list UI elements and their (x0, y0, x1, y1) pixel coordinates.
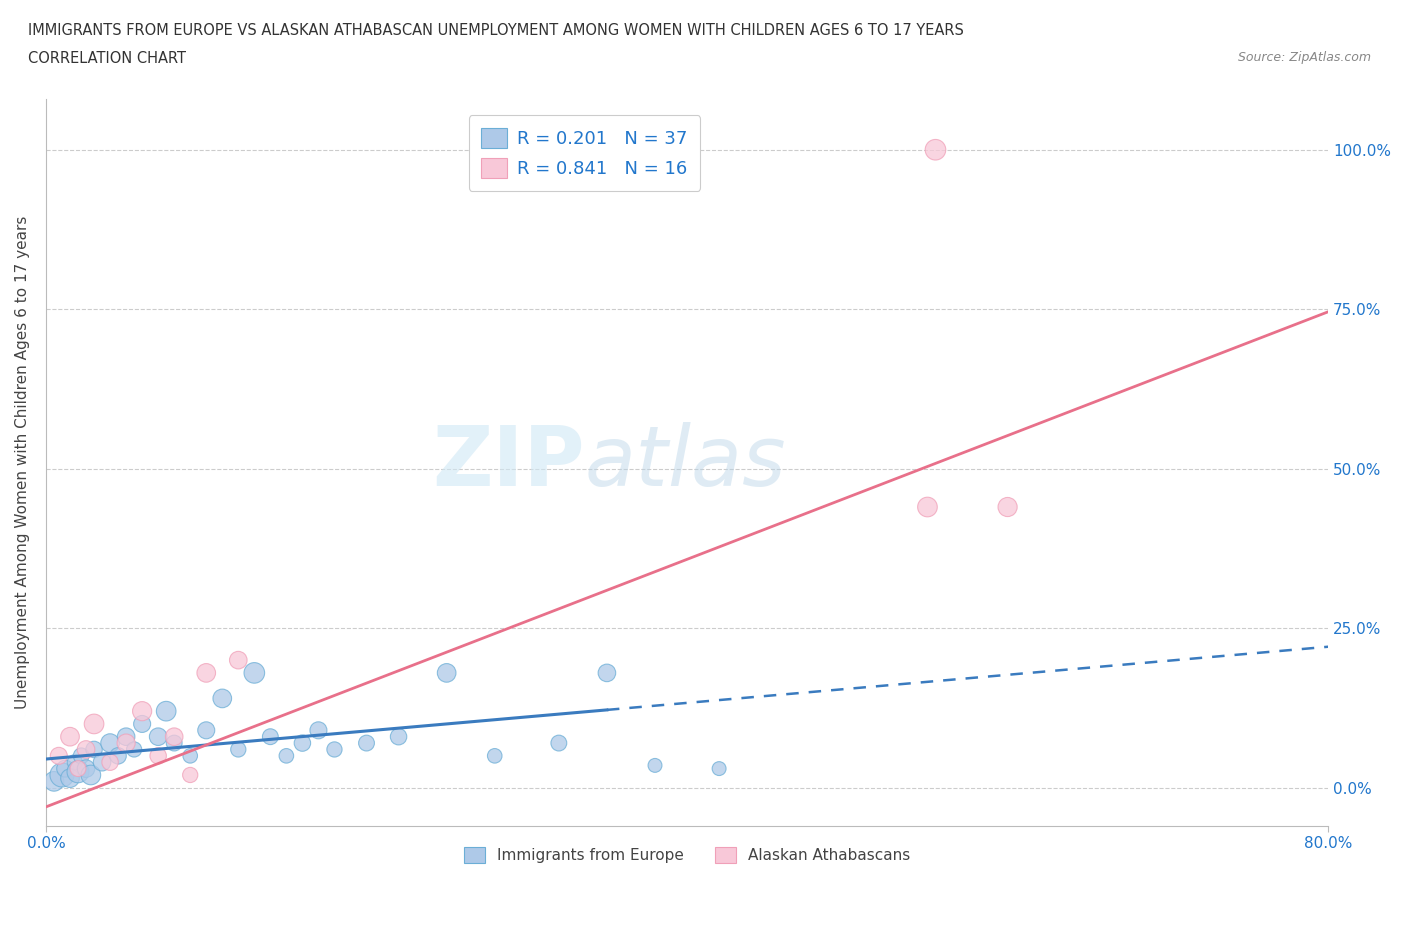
Point (42, 774, 65, 789)
Point (226, 742, 249, 757)
Point (155, 704, 177, 719)
Legend: Immigrants from Europe, Alaskan Athabascans: Immigrants from Europe, Alaskan Athabasc… (457, 841, 917, 870)
Point (115, 736, 138, 751)
Point (226, 653, 249, 668)
Point (163, 729, 186, 744)
Point (115, 729, 138, 744)
Point (98, 755, 121, 770)
Text: ZIP: ZIP (432, 422, 585, 503)
Point (59, 771, 82, 786)
Point (83, 716, 105, 731)
Point (163, 736, 186, 751)
Text: IMMIGRANTS FROM EUROPE VS ALASKAN ATHABASCAN UNEMPLOYMENT AMONG WOMEN WITH CHILD: IMMIGRANTS FROM EUROPE VS ALASKAN ATHABA… (28, 23, 965, 38)
Point (80, 767, 103, 782)
Point (75, 761, 97, 776)
Point (924, 142, 946, 157)
Point (179, 749, 201, 764)
Point (211, 691, 233, 706)
Point (307, 723, 329, 737)
Point (291, 736, 314, 751)
Point (59, 729, 82, 744)
Point (997, 499, 1019, 514)
Point (195, 723, 218, 737)
Point (122, 742, 145, 757)
Y-axis label: Unemployment Among Women with Children Ages 6 to 17 years: Unemployment Among Women with Children A… (15, 216, 30, 709)
Point (356, 736, 378, 751)
Text: CORRELATION CHART: CORRELATION CHART (28, 51, 186, 66)
Point (179, 767, 201, 782)
Point (70, 749, 93, 764)
Point (83, 742, 105, 757)
Point (243, 666, 266, 681)
Point (276, 749, 298, 764)
Point (51, 767, 73, 782)
Point (146, 729, 169, 744)
Point (66, 764, 89, 779)
Point (547, 736, 569, 751)
Point (917, 499, 939, 514)
Point (707, 761, 730, 776)
Point (195, 666, 218, 681)
Point (48, 749, 70, 764)
Point (91, 755, 114, 770)
Text: atlas: atlas (585, 422, 786, 503)
Point (63, 755, 86, 770)
Point (98, 736, 121, 751)
Point (484, 749, 506, 764)
Point (436, 666, 458, 681)
Point (53, 761, 76, 776)
Point (644, 758, 666, 773)
Text: Source: ZipAtlas.com: Source: ZipAtlas.com (1237, 51, 1371, 64)
Point (131, 704, 153, 719)
Point (259, 729, 281, 744)
Point (323, 742, 346, 757)
Point (146, 749, 169, 764)
Point (387, 729, 409, 744)
Point (596, 666, 619, 681)
Point (75, 742, 97, 757)
Point (131, 716, 153, 731)
Point (66, 761, 89, 776)
Point (107, 749, 129, 764)
